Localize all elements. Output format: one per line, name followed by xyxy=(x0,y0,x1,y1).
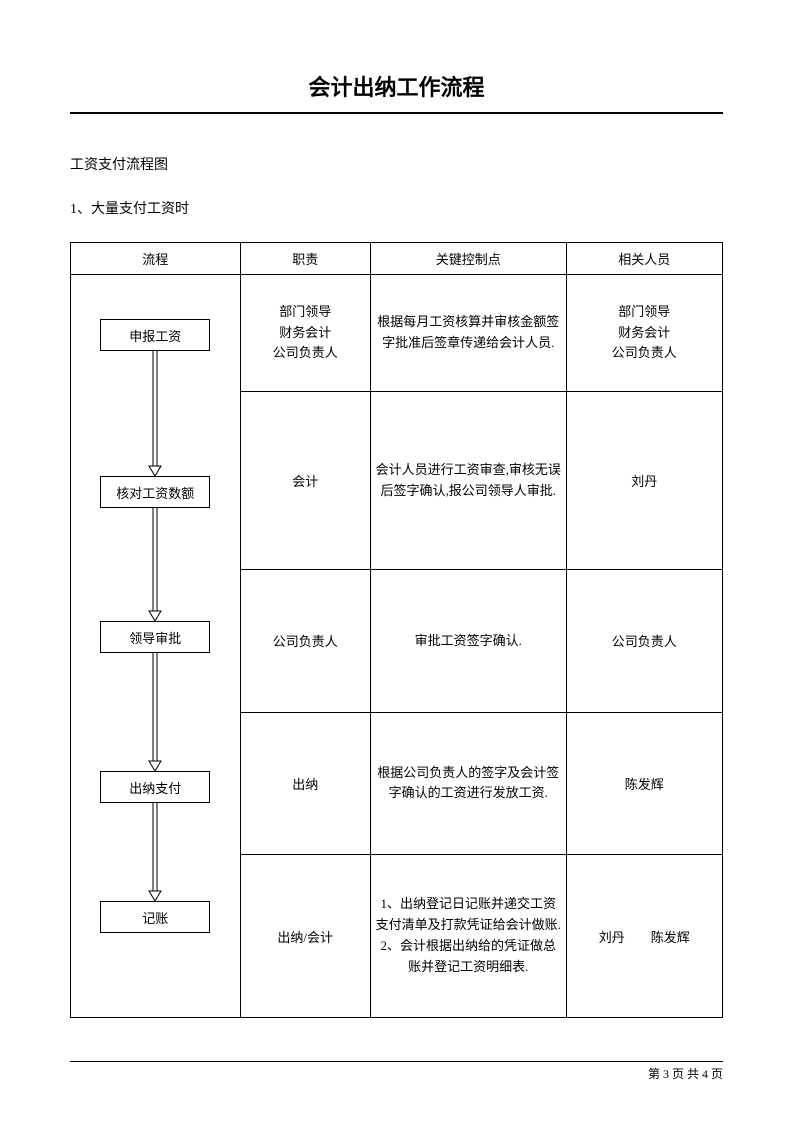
title-divider xyxy=(70,112,723,114)
control-cell: 根据公司负责人的签字及会计签字确认的工资进行发放工资. xyxy=(370,712,566,854)
flow-arrow xyxy=(154,803,156,901)
table-row: 申报工资核对工资数额领导审批出纳支付记账 部门领导财务会计公司负责人 根据每月工… xyxy=(71,275,723,392)
header-person: 相关人员 xyxy=(566,243,723,275)
flow-node: 申报工资 xyxy=(100,319,210,351)
page-footer: 第 3 页 共 4 页 xyxy=(648,1065,723,1082)
duty-cell: 出纳/会计 xyxy=(240,855,370,1018)
flow-node: 领导审批 xyxy=(100,621,210,653)
control-cell: 1、出纳登记日记账并递交工资支付清单及打款凭证给会计做账.2、会计根据出纳给的凭… xyxy=(370,855,566,1018)
duty-cell: 会计 xyxy=(240,392,370,570)
person-cell: 部门领导财务会计公司负责人 xyxy=(566,275,723,392)
document-title: 会计出纳工作流程 xyxy=(70,70,723,102)
control-cell: 审批工资签字确认. xyxy=(370,570,566,712)
duty-cell: 部门领导财务会计公司负责人 xyxy=(240,275,370,392)
flow-arrow xyxy=(154,508,156,621)
header-process: 流程 xyxy=(71,243,241,275)
footer-divider xyxy=(70,1061,723,1062)
table-header-row: 流程 职责 关键控制点 相关人员 xyxy=(71,243,723,275)
flowchart-container: 申报工资核对工资数额领导审批出纳支付记账 xyxy=(75,281,236,1011)
person-cell: 陈发辉 xyxy=(566,712,723,854)
subsection-title: 1、大量支付工资时 xyxy=(70,198,723,218)
duty-cell: 出纳 xyxy=(240,712,370,854)
duty-cell: 公司负责人 xyxy=(240,570,370,712)
flowchart-cell: 申报工资核对工资数额领导审批出纳支付记账 xyxy=(71,275,241,1018)
control-cell: 根据每月工资核算并审核金额签字批准后签章传递给会计人员. xyxy=(370,275,566,392)
process-table: 流程 职责 关键控制点 相关人员 申报工资核对工资数额领导审批出纳支付记账 部门… xyxy=(70,242,723,1018)
flow-arrow xyxy=(154,351,156,476)
flow-node: 记账 xyxy=(100,901,210,933)
control-cell: 会计人员进行工资审查,审核无误后签字确认,报公司领导人审批. xyxy=(370,392,566,570)
section-title: 工资支付流程图 xyxy=(70,154,723,174)
person-cell: 刘丹 陈发辉 xyxy=(566,855,723,1018)
flow-node: 核对工资数额 xyxy=(100,476,210,508)
person-cell: 公司负责人 xyxy=(566,570,723,712)
flow-node: 出纳支付 xyxy=(100,771,210,803)
header-duty: 职责 xyxy=(240,243,370,275)
person-cell: 刘丹 xyxy=(566,392,723,570)
flow-arrow xyxy=(154,653,156,771)
header-control: 关键控制点 xyxy=(370,243,566,275)
